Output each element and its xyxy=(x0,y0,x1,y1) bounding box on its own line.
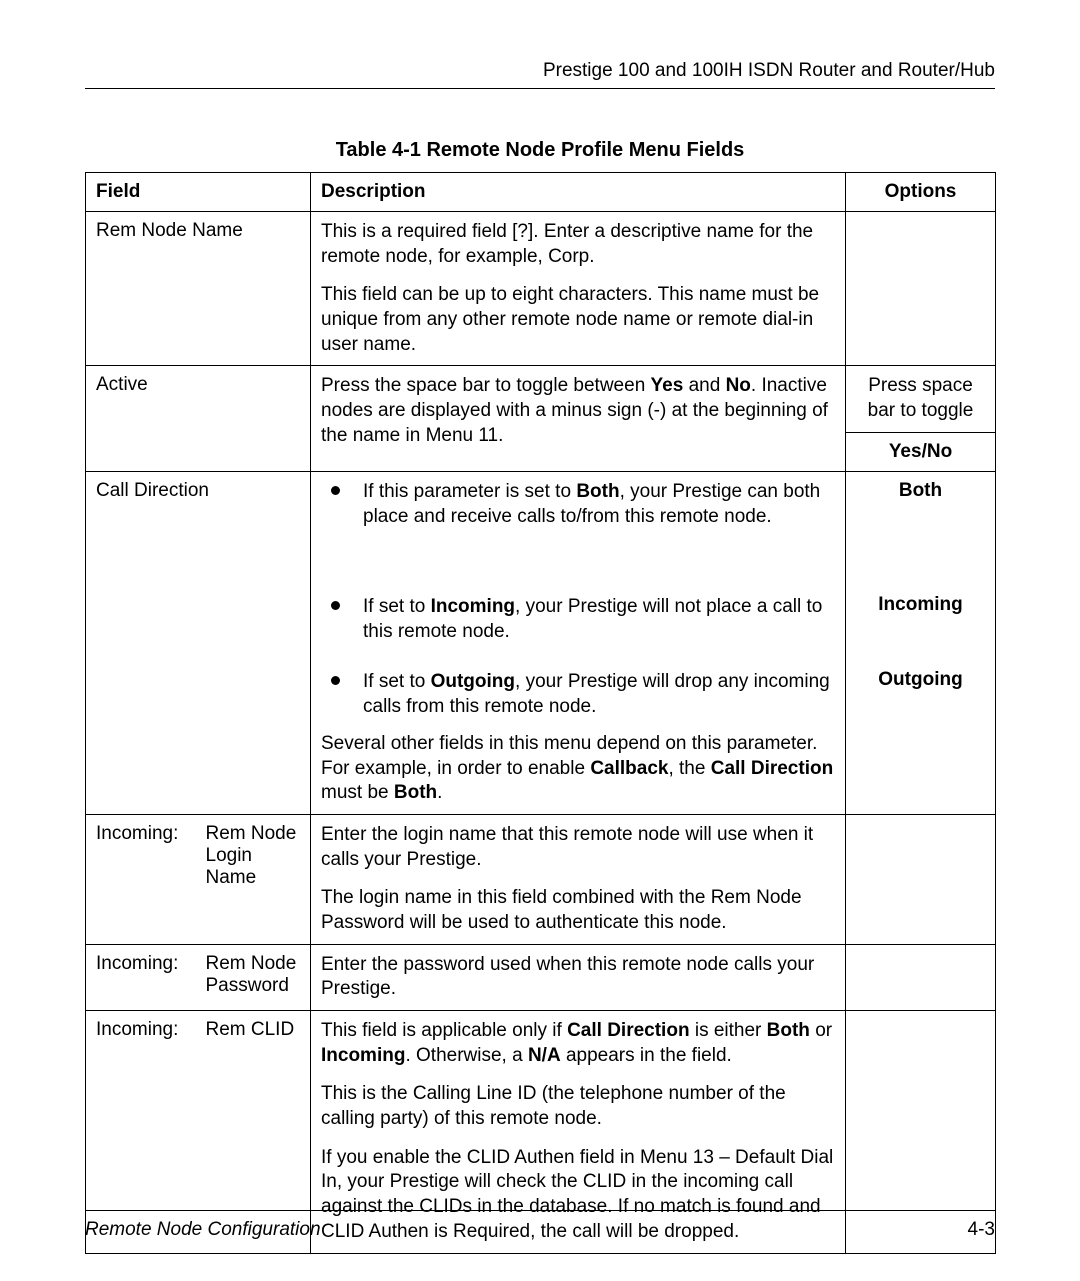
bullet-item: If set to Outgoing, your Prestige will d… xyxy=(321,670,835,719)
table-row: Call Direction If this parameter is set … xyxy=(86,471,996,586)
table-row: Incoming: Rem Node Password Enter the pa… xyxy=(86,944,996,1010)
description-cell: Enter the login name that this remote no… xyxy=(311,814,846,944)
header-options: Options xyxy=(846,173,996,212)
field-cell: Rem Node Password xyxy=(196,944,311,1010)
field-label: Incoming: xyxy=(86,945,196,983)
option-text: Incoming xyxy=(878,594,962,615)
table-row: Rem Node Name This is a required field [… xyxy=(86,212,996,366)
field-label: Active xyxy=(86,366,310,404)
description-cell: This is a required field [?]. Enter a de… xyxy=(311,212,846,366)
field-cell: Incoming: xyxy=(86,814,196,944)
options-cell xyxy=(846,723,996,814)
option-text: Yes/No xyxy=(846,432,995,471)
option-text: Outgoing xyxy=(878,669,962,690)
bullet-list: If this parameter is set to Both, your P… xyxy=(321,480,835,529)
description-text: Press the space bar to toggle between Ye… xyxy=(321,374,835,448)
field-cell: Rem Node Login Name xyxy=(196,814,311,944)
header-description: Description xyxy=(311,173,846,212)
field-cell: Active xyxy=(86,366,311,471)
field-label: Call Direction xyxy=(86,472,310,510)
description-text: Enter the login name that this remote no… xyxy=(321,823,835,872)
description-cell: Press the space bar to toggle between Ye… xyxy=(311,366,846,471)
option-text: Both xyxy=(899,480,942,501)
bullet-item: If set to Incoming, your Prestige will n… xyxy=(321,595,835,644)
field-cell: Rem Node Name xyxy=(86,212,311,366)
description-cell: If this parameter is set to Both, your P… xyxy=(311,471,846,814)
field-label: Rem CLID xyxy=(196,1011,311,1049)
table-header-row: Field Description Options xyxy=(86,173,996,212)
page-number: 4-3 xyxy=(968,1219,995,1241)
options-cell: Press space bar to toggle Yes/No xyxy=(846,366,996,471)
options-cell: Incoming xyxy=(846,586,996,661)
table-caption: Table 4-1 Remote Node Profile Menu Field… xyxy=(85,139,995,162)
profile-menu-table: Field Description Options Rem Node Name … xyxy=(85,172,996,1254)
field-label: Rem Node Name xyxy=(86,212,310,250)
description-text: Several other fields in this menu depend… xyxy=(321,732,835,806)
bullet-item: If this parameter is set to Both, your P… xyxy=(321,480,835,529)
options-cell xyxy=(846,814,996,944)
description-text: The login name in this field combined wi… xyxy=(321,886,835,935)
options-cell: Both xyxy=(846,471,996,586)
table-row: Active Press the space bar to toggle bet… xyxy=(86,366,996,471)
footer-title: Remote Node Configuration xyxy=(85,1219,321,1241)
options-cell xyxy=(846,944,996,1010)
table-row: Incoming: Rem Node Login Name Enter the … xyxy=(86,814,996,944)
header-field: Field xyxy=(86,173,311,212)
options-cell xyxy=(846,212,996,366)
description-text: This is a required field [?]. Enter a de… xyxy=(321,220,835,269)
field-label: Incoming: xyxy=(86,815,196,853)
running-header: Prestige 100 and 100IH ISDN Router and R… xyxy=(85,60,995,89)
options-cell: Outgoing xyxy=(846,661,996,723)
bullet-list: If set to Incoming, your Prestige will n… xyxy=(321,595,835,644)
description-text: This field can be up to eight characters… xyxy=(321,283,835,357)
field-label: Rem Node Password xyxy=(196,945,311,1005)
field-label: Rem Node Login Name xyxy=(196,815,311,897)
document-page: Prestige 100 and 100IH ISDN Router and R… xyxy=(0,0,1080,1281)
field-label: Incoming: xyxy=(86,1011,196,1049)
description-text: This field is applicable only if Call Di… xyxy=(321,1019,835,1068)
field-cell: Incoming: xyxy=(86,944,196,1010)
field-cell: Call Direction xyxy=(86,471,311,814)
description-cell: Enter the password used when this remote… xyxy=(311,944,846,1010)
bullet-list: If set to Outgoing, your Prestige will d… xyxy=(321,670,835,719)
description-text: Enter the password used when this remote… xyxy=(321,953,835,1002)
description-text: This is the Calling Line ID (the telepho… xyxy=(321,1082,835,1131)
page-footer: Remote Node Configuration 4-3 xyxy=(85,1210,995,1241)
option-text: Press space bar to toggle xyxy=(846,366,995,431)
